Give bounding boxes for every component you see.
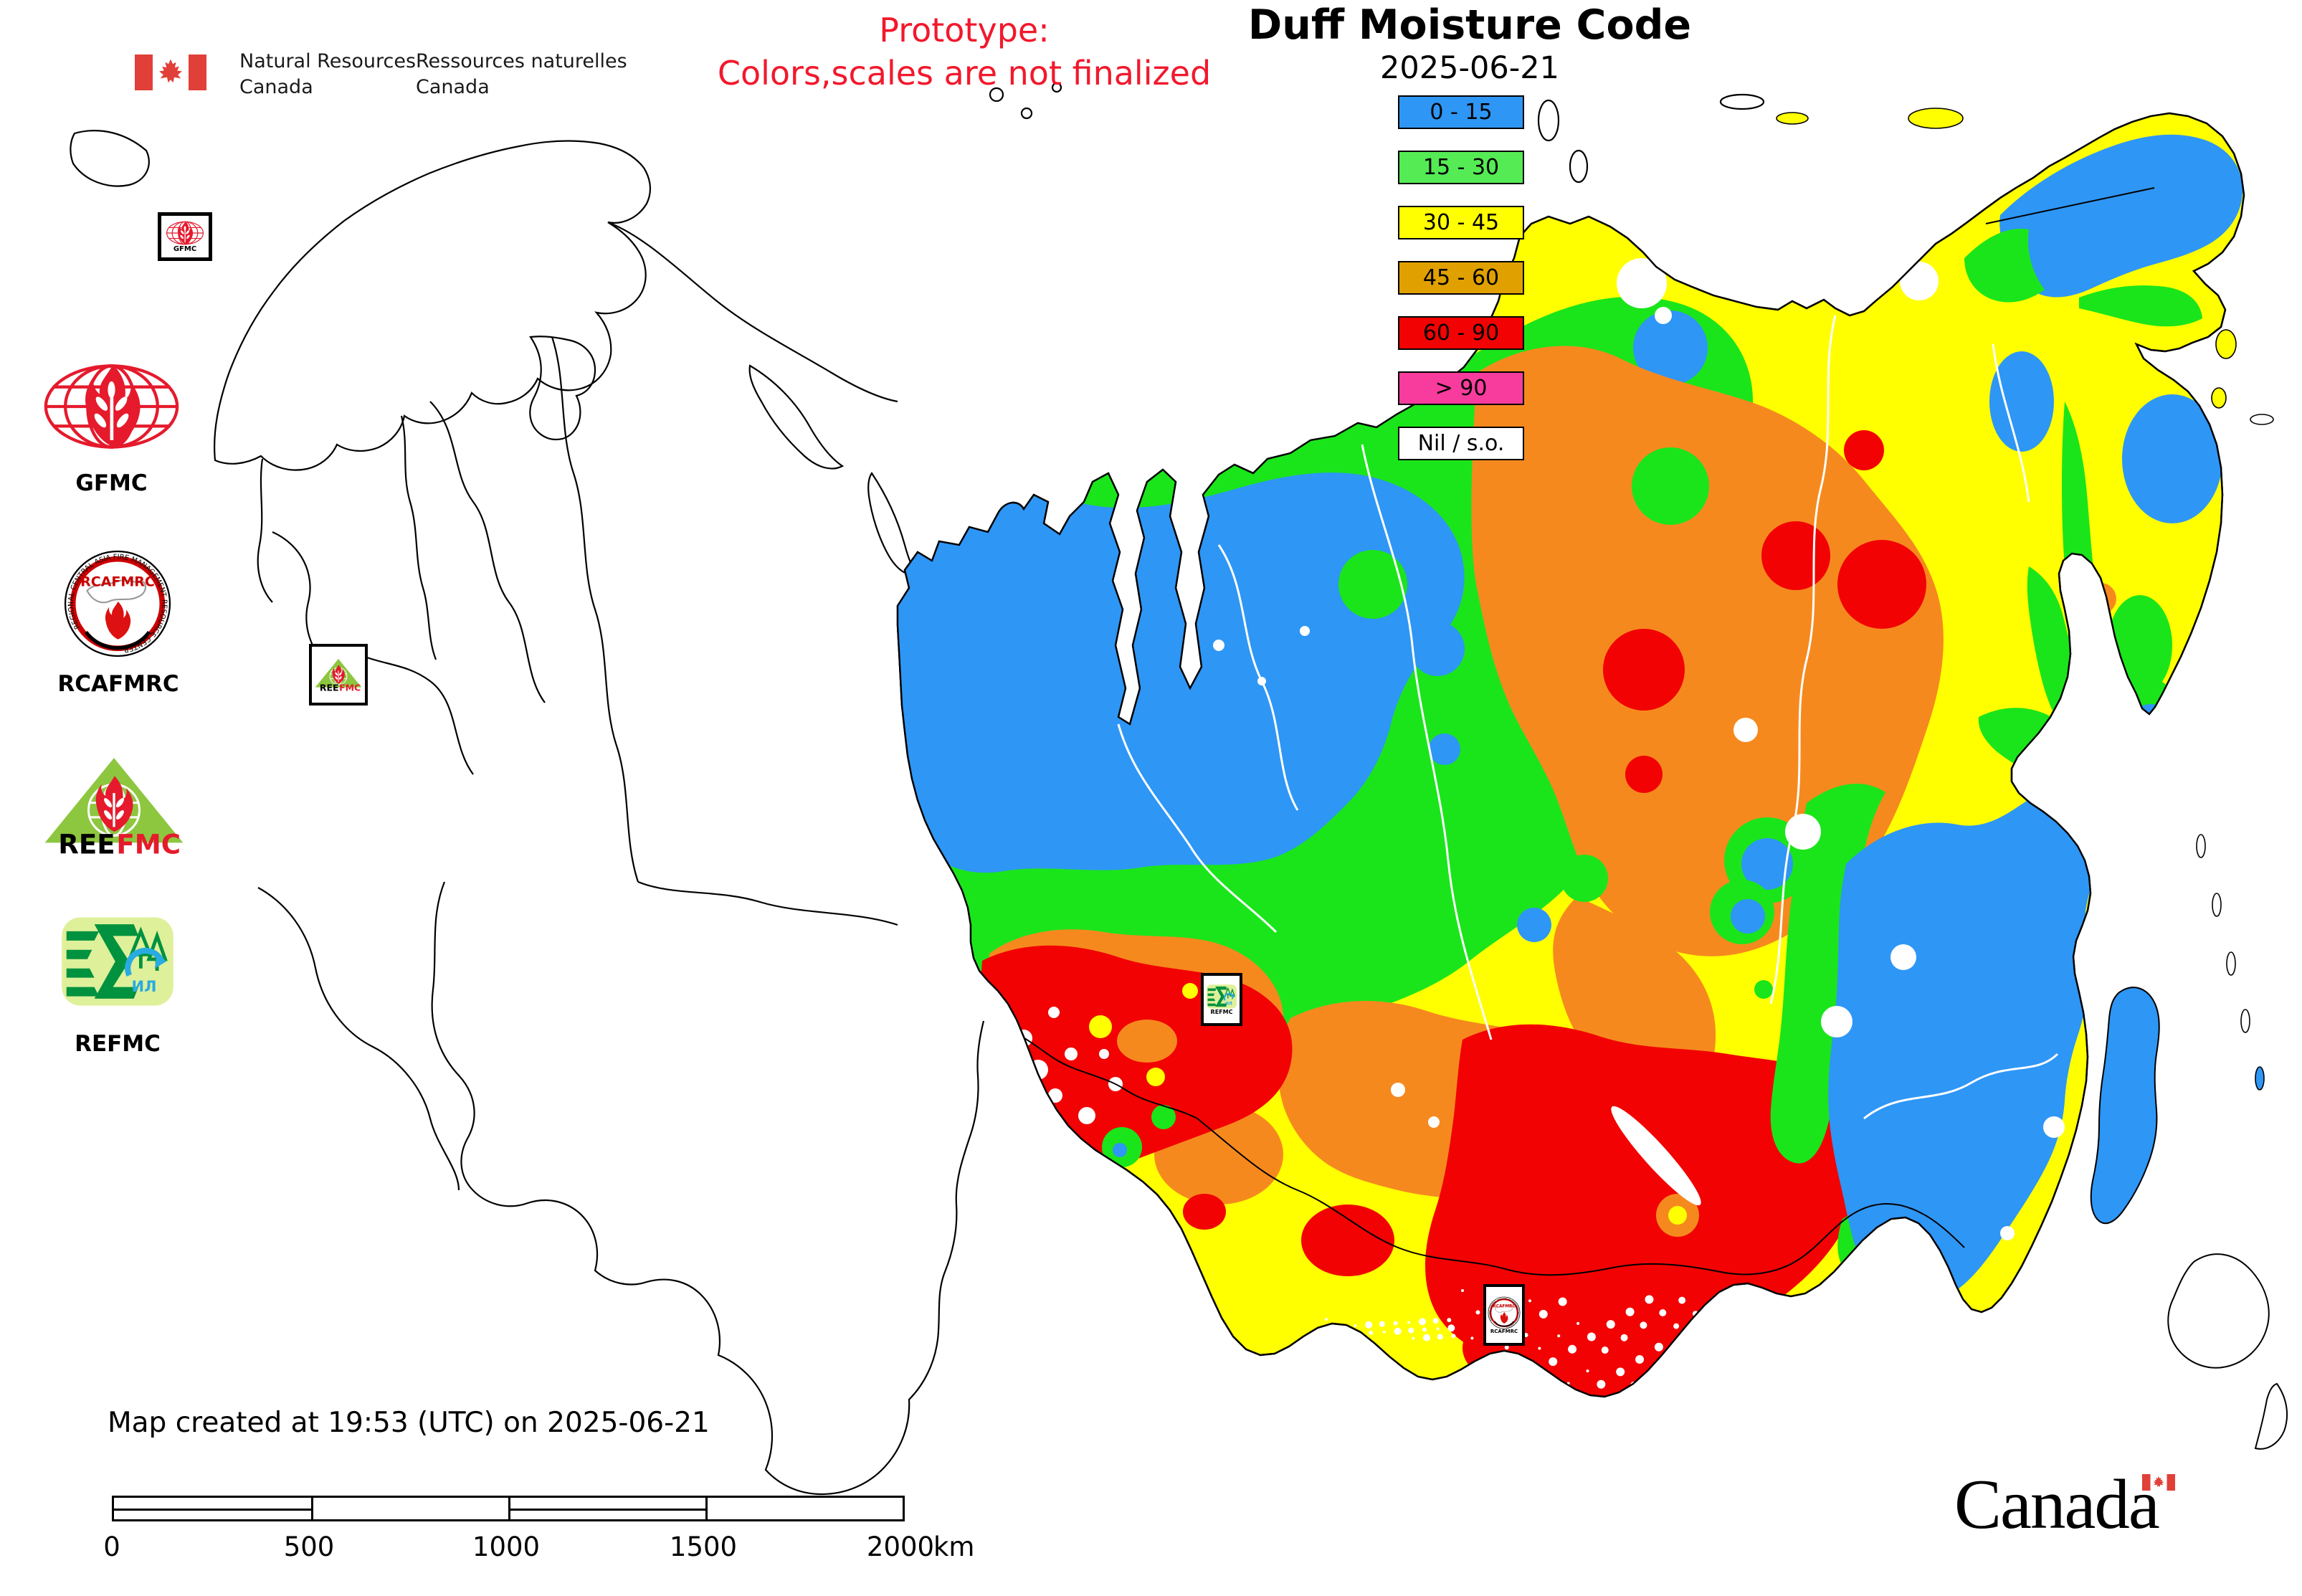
- nrcan-dept-fr-line1: Ressources naturelles: [416, 50, 627, 72]
- scale-segment: [114, 1498, 311, 1519]
- legend-item-45-60: 45 - 60: [1398, 261, 1524, 295]
- canada-wordmark: Canada: [1954, 1466, 2160, 1544]
- wordmark-flag-icon: [2142, 1474, 2175, 1491]
- scale-segment: [311, 1498, 508, 1519]
- legend-label: 60 - 90: [1422, 320, 1500, 346]
- scale-segment: [705, 1498, 903, 1519]
- rcafmrc-label: RCAFMRC: [57, 671, 179, 697]
- prototype-warning-line2: Colors,scales are not finalized: [717, 54, 1212, 92]
- legend-label: 30 - 45: [1422, 210, 1500, 235]
- reefmc-map-marker: [309, 644, 368, 706]
- rivers: [1117, 315, 2059, 1120]
- legend-item-0-15: 0 - 15: [1398, 95, 1524, 129]
- rcafmrc-marker-icon: [1488, 1296, 1521, 1329]
- legend-item-60-90: 60 - 90: [1398, 316, 1524, 350]
- nrcan-dept-en-line1: Natural Resources: [239, 50, 417, 72]
- refmc-label: REFMC: [75, 1031, 161, 1057]
- map-color-layers: [898, 134, 2243, 1397]
- scale-tick-1500: 1500: [669, 1531, 738, 1562]
- legend-item-30-45: 30 - 45: [1398, 206, 1524, 239]
- page-title: Duff Moisture Code: [1247, 1, 1692, 49]
- rcafmrc-map-marker: RCAFMRC: [1483, 1284, 1525, 1346]
- west-outlines: [70, 82, 1765, 1496]
- legend-label: > 90: [1435, 376, 1488, 401]
- refmc-marker-label: REFMC: [1210, 1009, 1233, 1015]
- creation-timestamp: Map created at 19:53 (UTC) on 2025-06-21: [108, 1407, 710, 1439]
- refmc-marker-icon: [1206, 984, 1237, 1010]
- reefmc-logo: [32, 754, 196, 856]
- scale-tick-2000: 2000: [866, 1531, 935, 1562]
- scale-tick-500: 500: [283, 1531, 335, 1562]
- legend: 0 - 15 15 - 30 30 - 45 45 - 60 60 - 90 >…: [1398, 95, 1524, 482]
- islands: [1776, 108, 2288, 1450]
- refmc-map-marker: REFMC: [1201, 973, 1242, 1026]
- gfmc-marker-icon: [166, 220, 204, 246]
- legend-item-15-30: 15 - 30: [1398, 151, 1524, 184]
- scale-segment: [508, 1498, 705, 1519]
- map-date: 2025-06-21: [1380, 50, 1559, 86]
- canada-flag-icon: [135, 54, 206, 90]
- prototype-warning-line1: Prototype:: [879, 11, 1050, 49]
- nrcan-dept-fr-line2: Canada: [416, 76, 490, 98]
- gfmc-marker-label: GFMC: [173, 245, 197, 253]
- scale-unit: km: [933, 1531, 975, 1562]
- scale-bar: [112, 1496, 905, 1521]
- gfmc-logo: [42, 360, 181, 453]
- refmc-logo: [60, 914, 176, 1009]
- scale-tick-0: 0: [103, 1531, 120, 1562]
- gfmc-label: GFMC: [75, 470, 148, 496]
- scale-tick-1000: 1000: [472, 1531, 541, 1562]
- legend-label: 45 - 60: [1422, 265, 1500, 290]
- legend-item-nil: Nil / s.o.: [1398, 427, 1524, 460]
- reefmc-marker-icon: [314, 657, 363, 693]
- legend-label: Nil / s.o.: [1417, 431, 1505, 456]
- legend-item-gt90: > 90: [1398, 371, 1524, 405]
- legend-label: 15 - 30: [1422, 155, 1500, 180]
- rcafmrc-logo: [63, 549, 172, 658]
- prototype-warning: Prototype: Colors,scales are not finaliz…: [642, 9, 1287, 95]
- nrcan-dept-en-line2: Canada: [239, 76, 313, 98]
- legend-label: 0 - 15: [1430, 100, 1493, 125]
- nrcan-signature: Natural Resources Canada Ressources natu…: [135, 46, 651, 110]
- rcafmrc-marker-label: RCAFMRC: [1490, 1328, 1518, 1334]
- gfmc-map-marker: GFMC: [158, 212, 212, 261]
